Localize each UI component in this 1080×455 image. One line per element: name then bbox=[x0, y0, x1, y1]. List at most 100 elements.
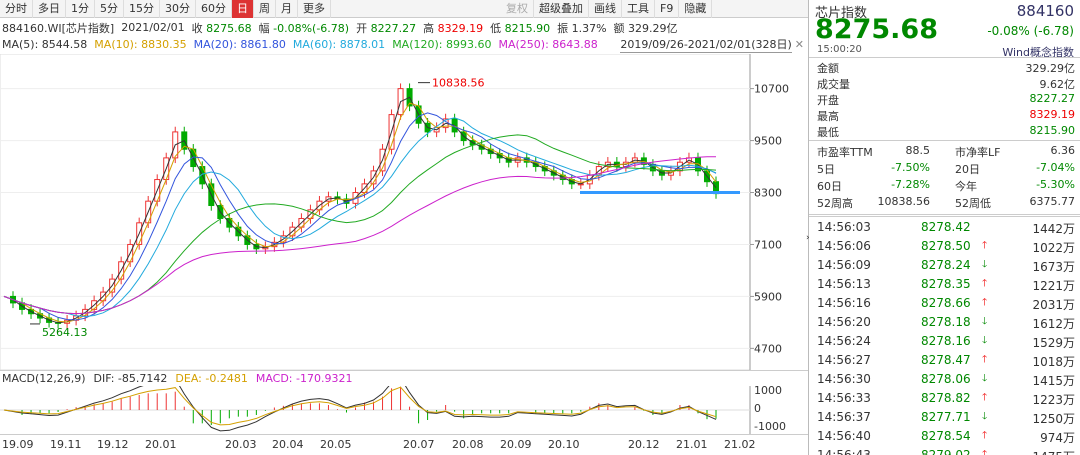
tick-time: 14:56:30 bbox=[817, 372, 871, 386]
period-tab-5[interactable]: 30分 bbox=[160, 0, 196, 18]
tick-time: 14:56:06 bbox=[817, 239, 871, 253]
collapse-panel-icon[interactable]: › bbox=[806, 233, 810, 243]
quote-row-label: 金额 bbox=[817, 62, 839, 75]
quote-row: 开盘 8227.27 bbox=[817, 92, 1075, 108]
stat-cell: -7.50% bbox=[891, 161, 930, 174]
tick-time: 14:56:24 bbox=[817, 334, 871, 348]
period-tab-0[interactable]: 分时 bbox=[0, 0, 33, 18]
tick-time: 14:56:16 bbox=[817, 296, 871, 310]
quote-panel: 芯片指数 884160 8275.68 -0.08% (-6.78) 15:00… bbox=[808, 0, 1080, 455]
macd-chart[interactable]: 1000 0 -1000 bbox=[0, 386, 808, 434]
period-tab-8[interactable]: 周 bbox=[254, 0, 276, 18]
security-code: 884160.WI[芯片指数] bbox=[2, 21, 115, 35]
tick-volume: 1223万 bbox=[1032, 393, 1075, 407]
stat-cell: 5日 bbox=[817, 163, 835, 176]
stat-cell: 6.36 bbox=[1050, 144, 1076, 157]
date-range[interactable]: 2019/09/26-2021/02/01(328日) bbox=[620, 38, 792, 53]
y-tick-label: 8300 bbox=[754, 187, 782, 200]
index-name: 芯片指数 bbox=[815, 6, 868, 21]
up-arrow-icon: 🡑 bbox=[982, 240, 988, 251]
low-annotation: 5264.13 bbox=[42, 326, 88, 339]
stat-cell: 今年 bbox=[955, 180, 977, 193]
x-tick-label: 20.12 bbox=[628, 438, 660, 451]
down-arrow-icon: 🡓 bbox=[982, 316, 988, 327]
ma250-line bbox=[3, 156, 716, 315]
ma-legend-3[interactable]: MA(60): 8878.01 bbox=[292, 38, 386, 51]
up-arrow-icon: 🡑 bbox=[982, 354, 988, 365]
period-toolbar: 分时 多日 1分 5分 15分 30分 60分日周月更多 复权 超级叠加 画线 工具 F9 隐藏 bbox=[0, 0, 808, 18]
stat-cell: 88.5 bbox=[905, 144, 931, 157]
tool-button-0[interactable]: 复权 bbox=[501, 0, 534, 18]
tick-volume: 974万 bbox=[1040, 431, 1075, 445]
period-tab-10[interactable]: 更多 bbox=[298, 0, 331, 18]
tick-time: 14:56:09 bbox=[817, 258, 871, 272]
dif-value: DIF: -85.7142 bbox=[93, 372, 168, 385]
tick-price: 8278.35 bbox=[921, 277, 971, 291]
tick-price: 8278.16 bbox=[921, 334, 971, 348]
x-tick-label: 20.07 bbox=[403, 438, 435, 451]
up-arrow-icon: 🡑 bbox=[982, 297, 988, 308]
quote-row: 最高 8329.19 bbox=[817, 108, 1075, 124]
stat-row: 5日 -7.50% 20日 -7.04% bbox=[817, 161, 1075, 177]
period-tab-3[interactable]: 5分 bbox=[95, 0, 124, 18]
ma-legend-1[interactable]: MA(10): 8830.35 bbox=[94, 38, 187, 51]
up-arrow-icon: 🡑 bbox=[982, 392, 988, 403]
ma-legend-0[interactable]: MA(5): 8544.58 bbox=[2, 38, 88, 51]
down-arrow-icon: 🡓 bbox=[982, 411, 988, 422]
tick-volume: 1442万 bbox=[1032, 222, 1075, 236]
ma-legend-2[interactable]: MA(20): 8861.80 bbox=[193, 38, 286, 51]
tick-price: 8278.50 bbox=[921, 239, 971, 253]
tick-time: 14:56:43 bbox=[817, 448, 871, 455]
stat-cell: -7.04% bbox=[1036, 161, 1075, 174]
y-tick-label: 10700 bbox=[754, 83, 789, 96]
tool-button-5[interactable]: 隐藏 bbox=[679, 0, 713, 18]
quote-row: 金额 329.29亿 bbox=[817, 60, 1075, 76]
y-tick-label: 7100 bbox=[754, 238, 782, 251]
tick-price: 8278.66 bbox=[921, 296, 971, 310]
tick-volume: 1250万 bbox=[1032, 412, 1075, 426]
period-tab-1[interactable]: 多日 bbox=[33, 0, 66, 18]
price-change: -0.08% (-6.78) bbox=[987, 24, 1074, 38]
quote-row-label: 成交量 bbox=[817, 78, 850, 91]
ma-legend-4[interactable]: MA(120): 8993.60 bbox=[392, 38, 492, 51]
tool-button-1[interactable]: 超级叠加 bbox=[534, 0, 589, 18]
quote-row-label: 开盘 bbox=[817, 94, 839, 107]
tick-price: 8278.47 bbox=[921, 353, 971, 367]
x-tick-label: 19.12 bbox=[97, 438, 129, 451]
open-field: 开 8227.27 bbox=[356, 21, 417, 35]
tick-volume: 1673万 bbox=[1032, 260, 1075, 274]
quote-row-value: 9.62亿 bbox=[1039, 78, 1076, 91]
divider bbox=[809, 57, 1080, 58]
y-tick-label: 5900 bbox=[754, 290, 782, 303]
tick-row: 14:56:33 8278.82 🡑 1223万 bbox=[817, 390, 1075, 408]
tool-button-2[interactable]: 画线 bbox=[589, 0, 622, 18]
change-field: 幅 -0.08%(-6.78) bbox=[258, 21, 350, 35]
dea-value: DEA: -0.2481 bbox=[175, 372, 248, 385]
tick-price: 8279.02 bbox=[921, 448, 971, 455]
period-tab-6[interactable]: 60分 bbox=[196, 0, 232, 18]
tick-price: 8278.24 bbox=[921, 258, 971, 272]
ma-legend-5[interactable]: MA(250): 8643.88 bbox=[498, 38, 598, 51]
tool-button-3[interactable]: 工具 bbox=[622, 0, 655, 18]
quote-info-row: 884160.WI[芯片指数] 2021/02/01 收 8275.68 幅 -… bbox=[0, 19, 808, 36]
tick-volume: 1475万 bbox=[1032, 448, 1075, 455]
wind-concept-link[interactable]: Wind概念指数 bbox=[1002, 46, 1074, 59]
dif-line bbox=[3, 386, 717, 432]
tick-row: 14:56:43 8279.02 🡑 1475万 bbox=[817, 447, 1075, 455]
macd-label[interactable]: MACD(12,26,9) bbox=[2, 372, 86, 385]
kline-chart[interactable]: 10700 9500 8300 7100 5900 4700 10838.56 5264.13 bbox=[0, 54, 808, 370]
x-tick-label: 20.08 bbox=[452, 438, 484, 451]
period-tab-7[interactable]: 日 bbox=[232, 0, 254, 18]
x-tick-label: 20.01 bbox=[145, 438, 177, 451]
stat-cell: -5.30% bbox=[1036, 178, 1075, 191]
close-icon[interactable]: ✕ bbox=[794, 38, 804, 51]
period-tab-9[interactable]: 月 bbox=[276, 0, 298, 18]
tick-row: 14:56:40 8278.54 🡑 974万 bbox=[817, 428, 1075, 446]
high-field: 高 8329.19 bbox=[423, 21, 484, 35]
y-tick-label: 9500 bbox=[754, 135, 782, 148]
quote-row-value: 8215.90 bbox=[1029, 124, 1076, 137]
period-tab-4[interactable]: 15分 bbox=[124, 0, 160, 18]
quote-row: 成交量 9.62亿 bbox=[817, 76, 1075, 92]
period-tab-2[interactable]: 1分 bbox=[66, 0, 95, 18]
tool-button-4[interactable]: F9 bbox=[655, 0, 680, 18]
